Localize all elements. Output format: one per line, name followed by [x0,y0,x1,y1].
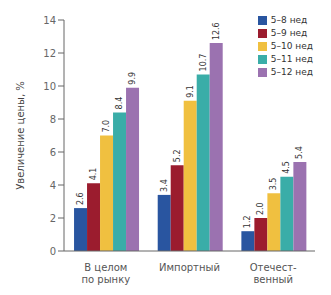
svg-text:12.6: 12.6 [212,22,221,40]
svg-text:2.0: 2.0 [256,202,265,215]
svg-text:Отечест-венный: Отечест-венный [250,262,297,285]
html-text:5–10 нед: 5–10 нед [270,41,313,51]
svg-text:4.1: 4.1 [89,168,98,181]
html-text:5–9 нед: 5–9 нед [270,28,308,38]
svg-text:2.6: 2.6 [76,192,85,205]
svg-text:3.4: 3.4 [160,179,169,192]
svg-text:0: 0 [50,246,56,257]
svg-text:4: 4 [50,180,56,191]
svg-text:В целомпо рынку: В целомпо рынку [82,262,131,285]
svg-text:9.9: 9.9 [128,72,137,85]
svg-text:10.7: 10.7 [199,54,208,72]
svg-text:2: 2 [50,213,56,224]
svg-text:5.2: 5.2 [173,149,182,162]
svg-text:9.1: 9.1 [186,85,195,98]
svg-text:1.2: 1.2 [243,215,252,228]
svg-text:10: 10 [43,81,56,92]
html-text:5–11 нед: 5–11 нед [270,54,313,64]
svg-text:Импортный: Импортный [159,262,220,273]
html-text:5–12 нед: 5–12 нед [270,67,313,77]
svg-text:7.0: 7.0 [102,120,111,133]
svg-text:6: 6 [50,147,56,158]
svg-text:12: 12 [43,48,56,59]
svg-text:8.4: 8.4 [115,97,124,110]
svg-text:5.4: 5.4 [295,146,304,159]
html-text:5–8 нед: 5–8 нед [270,15,308,25]
svg-text:8: 8 [50,114,56,125]
svg-text:14: 14 [43,15,56,26]
svg-text:3.5: 3.5 [269,178,278,191]
svg-text:4.5: 4.5 [282,161,291,174]
svg-text:Увеличение цены, %: Увеличение цены, % [15,81,26,190]
